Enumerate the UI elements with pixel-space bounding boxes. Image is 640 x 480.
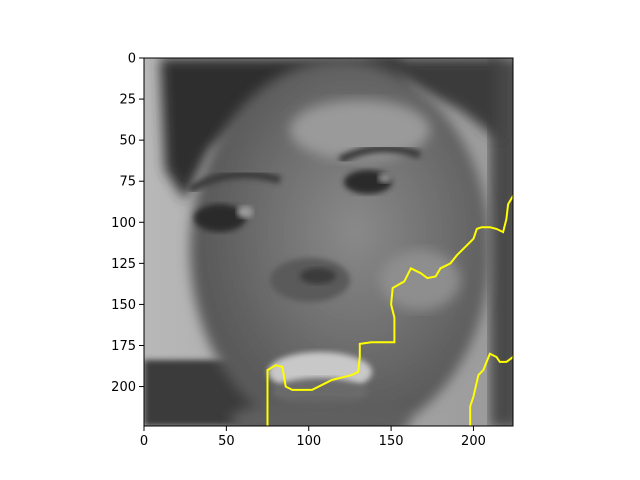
y-tick-label: 100 bbox=[111, 216, 136, 231]
overlay-contour-1 bbox=[266, 195, 513, 426]
x-tick-label: 50 bbox=[218, 434, 235, 449]
y-tick-label: 200 bbox=[111, 380, 136, 395]
y-tick-label: 0 bbox=[128, 52, 136, 67]
x-tick-label: 0 bbox=[140, 434, 148, 449]
x-axis: 0 50 100 150 200 bbox=[140, 426, 486, 449]
segmentation-overlay bbox=[266, 195, 513, 426]
x-tick-label: 200 bbox=[461, 434, 486, 449]
y-axis: 0 25 50 75 100 125 150 175 200 bbox=[111, 52, 144, 395]
y-tick-label: 75 bbox=[119, 175, 136, 190]
y-tick-label: 175 bbox=[111, 339, 136, 354]
y-tick-label: 125 bbox=[111, 257, 136, 272]
axes-frame bbox=[143, 57, 514, 427]
y-tick-label: 25 bbox=[119, 93, 136, 108]
grayscale-face-image bbox=[144, 58, 513, 426]
x-tick-label: 150 bbox=[379, 434, 404, 449]
overlay-contour-2 bbox=[469, 352, 513, 426]
y-tick-label: 150 bbox=[111, 298, 136, 313]
y-tick-label: 50 bbox=[119, 134, 136, 149]
x-tick-label: 100 bbox=[296, 434, 321, 449]
